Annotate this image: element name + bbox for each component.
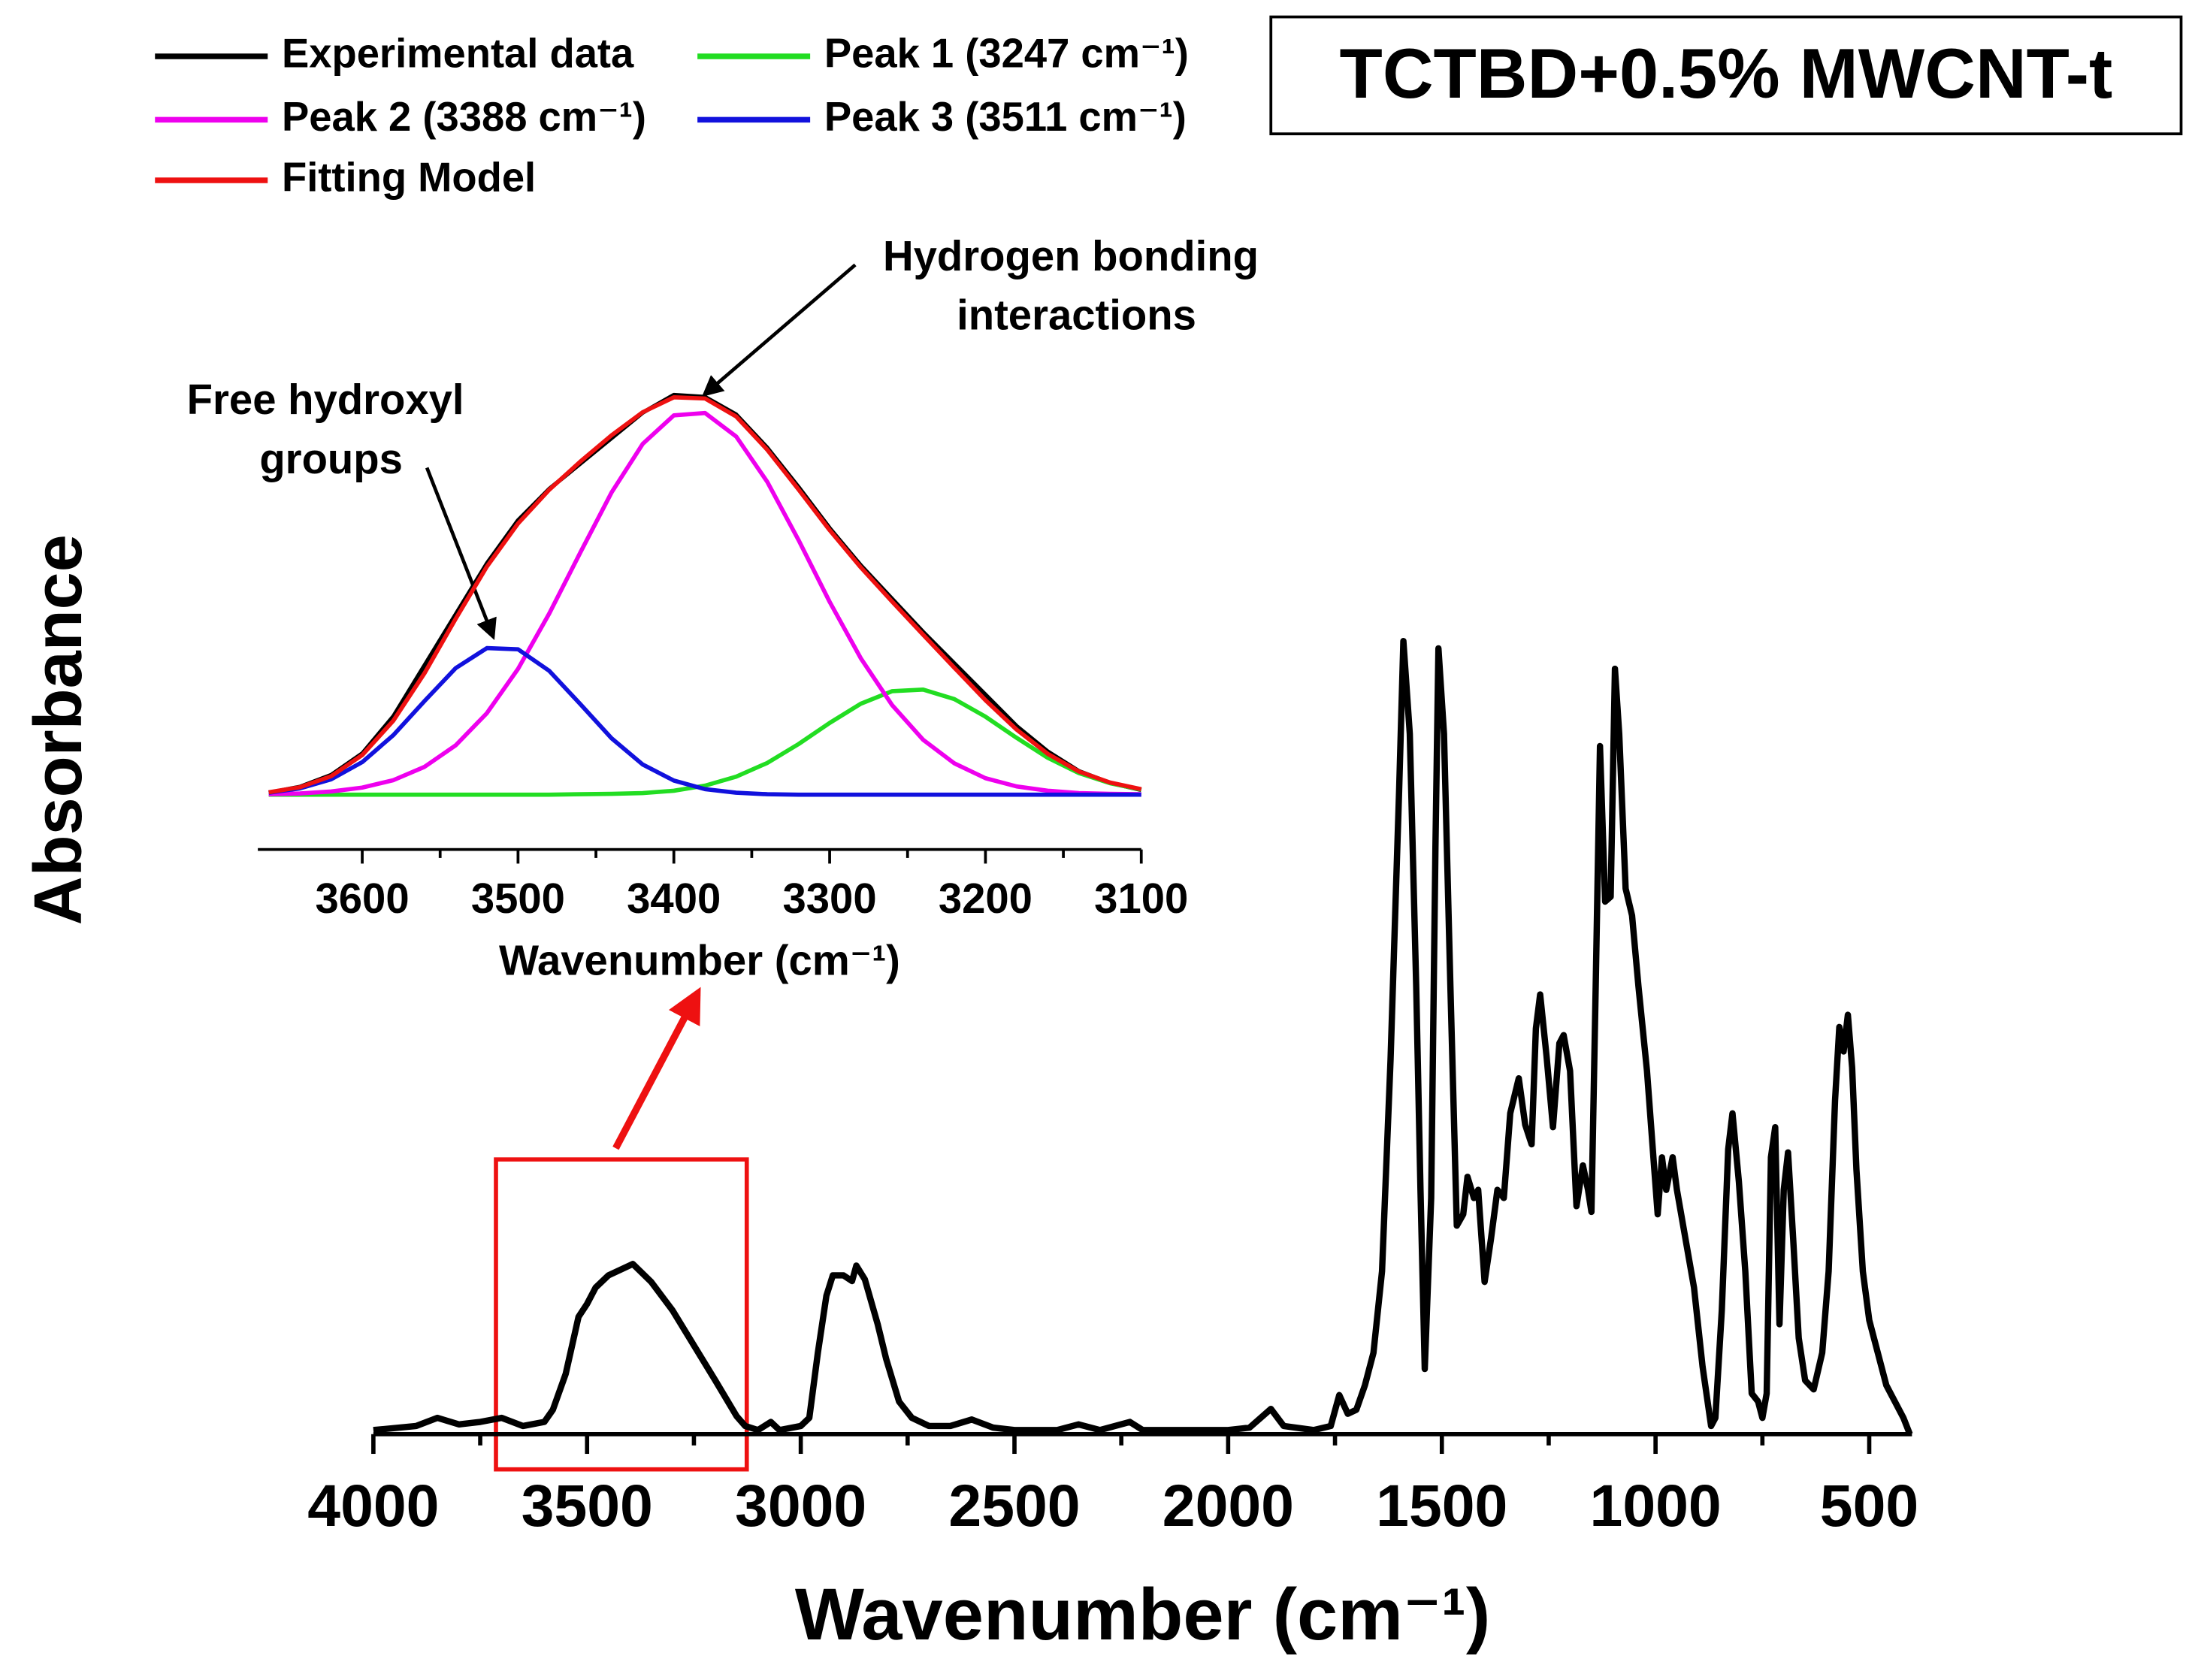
annotation-arrow: [425, 467, 497, 640]
x-tick-label: 2000: [1162, 1473, 1294, 1539]
legend-label: Peak 3 (3511 cm⁻¹): [824, 94, 1187, 140]
annotation: groups: [259, 435, 403, 482]
x-tick-label: 3100: [1094, 875, 1188, 922]
x-axis-label: Wavenumber (cm⁻¹): [795, 1573, 1491, 1655]
x-tick-label: 1500: [1376, 1473, 1507, 1539]
x-tick-label: 2500: [948, 1473, 1080, 1539]
legend-label: Experimental data: [282, 30, 634, 76]
legend-label: Peak 2 (3388 cm⁻¹): [282, 94, 646, 140]
x-tick-label: 3000: [735, 1473, 866, 1539]
chart-title: TCTBD+0.5% MWCNT-t: [1340, 34, 2113, 113]
x-tick-label: 3200: [939, 875, 1032, 922]
data-line: [268, 645, 1141, 797]
x-tick-label: 1000: [1590, 1473, 1722, 1539]
annotation: Hydrogen bonding: [883, 232, 1259, 279]
zoom-box: [494, 1157, 749, 1472]
data-line: [268, 394, 1142, 795]
x-tick-label: 3600: [315, 875, 409, 922]
data-line: [373, 637, 1913, 1436]
annotation: interactions: [957, 292, 1196, 339]
x-tick-label: 4000: [307, 1473, 439, 1539]
legend-label: Peak 1 (3247 cm⁻¹): [824, 30, 1189, 76]
data-line: [268, 687, 1142, 797]
y-axis-label: Absorbance: [21, 534, 96, 925]
x-tick-label: 3500: [522, 1473, 653, 1539]
x-tick-label: 3500: [471, 875, 565, 922]
title-box: [1269, 15, 2183, 136]
legend-label: Fitting Model: [282, 154, 536, 200]
x-tick-label: 3400: [627, 875, 721, 922]
data-line: [268, 410, 1141, 796]
annotation-arrow: [701, 263, 857, 397]
x-tick-label: 3300: [782, 875, 876, 922]
annotation: Free hydroxyl: [187, 376, 464, 423]
x-tick-label: 500: [1820, 1473, 1918, 1539]
x-axis-label: Wavenumber (cm⁻¹): [499, 936, 900, 984]
zoom-arrow: [612, 987, 701, 1150]
